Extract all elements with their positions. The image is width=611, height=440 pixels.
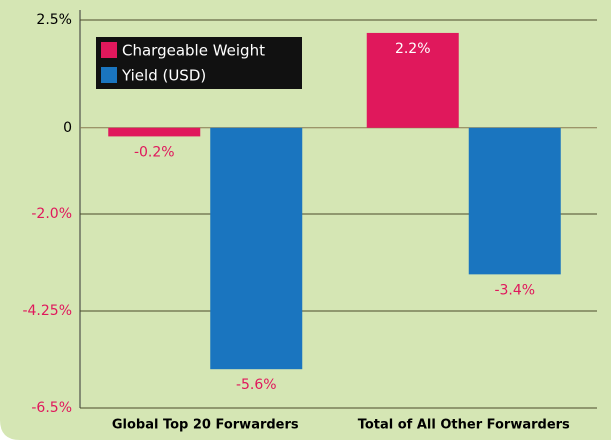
legend-swatch [101, 67, 117, 83]
bar [108, 127, 201, 137]
y-tick-label: -6.5% [31, 400, 72, 416]
legend-label: Chargeable Weight [122, 42, 265, 60]
legend-label: Yield (USD) [121, 67, 206, 85]
bar [210, 127, 303, 370]
legend-box [96, 37, 302, 89]
legend-swatch [101, 42, 117, 58]
bar [366, 32, 459, 128]
y-tick-label: 0 [63, 120, 72, 136]
x-tick-label: Global Top 20 Forwarders [112, 418, 299, 433]
y-tick-label: -4.25% [22, 303, 72, 319]
y-tick-label: 2.5% [36, 12, 72, 28]
data-label: -0.2% [134, 144, 175, 160]
y-tick-label: -2.0% [31, 206, 72, 222]
x-tick-label: Total of All Other Forwarders [358, 418, 570, 433]
data-label: -3.4% [494, 282, 535, 298]
bar [468, 127, 561, 275]
data-label: -5.6% [236, 377, 277, 393]
data-label: 2.2% [395, 41, 431, 57]
